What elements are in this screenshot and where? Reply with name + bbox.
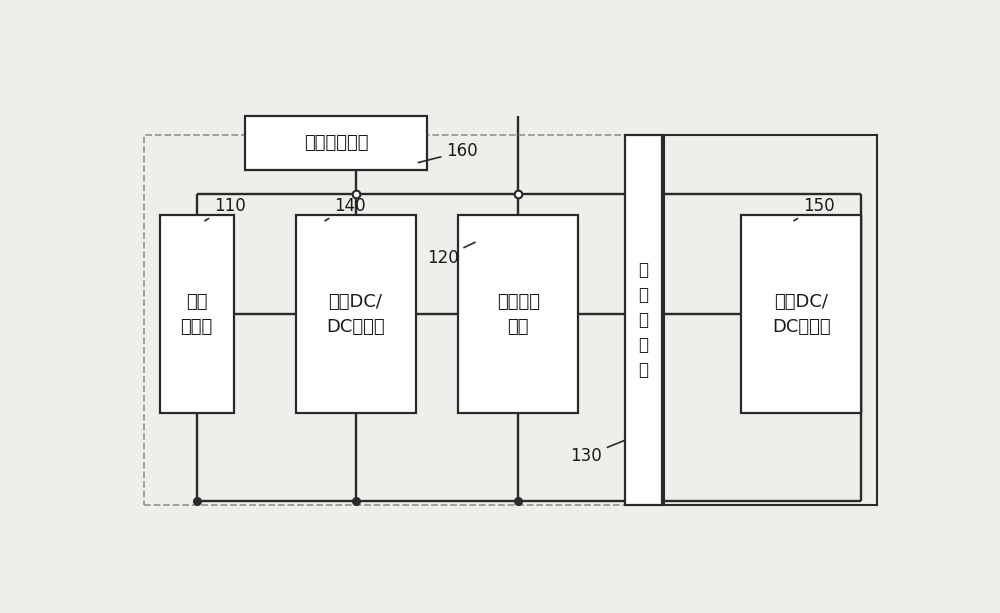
- Text: 150: 150: [794, 197, 834, 221]
- Text: 120: 120: [427, 242, 475, 267]
- Text: 140: 140: [325, 197, 366, 221]
- Bar: [245, 116, 427, 170]
- Text: 130: 130: [570, 440, 625, 465]
- Text: 应急开关电路: 应急开关电路: [304, 134, 368, 152]
- Text: 继
电
器
电
路: 继 电 器 电 路: [638, 261, 648, 379]
- Text: 第二DC/
DC转换器: 第二DC/ DC转换器: [772, 293, 830, 336]
- Text: 电池管理
系统: 电池管理 系统: [497, 293, 540, 336]
- Text: 第一DC/
DC转换器: 第一DC/ DC转换器: [326, 293, 385, 336]
- Bar: [741, 215, 861, 413]
- Bar: [458, 215, 578, 413]
- Text: 动力
电池组: 动力 电池组: [181, 293, 213, 336]
- Bar: [144, 135, 652, 506]
- Text: 160: 160: [418, 142, 478, 162]
- Bar: [160, 215, 234, 413]
- Bar: [625, 135, 662, 506]
- Bar: [296, 215, 416, 413]
- Text: 110: 110: [205, 197, 246, 221]
- Bar: [664, 135, 877, 506]
